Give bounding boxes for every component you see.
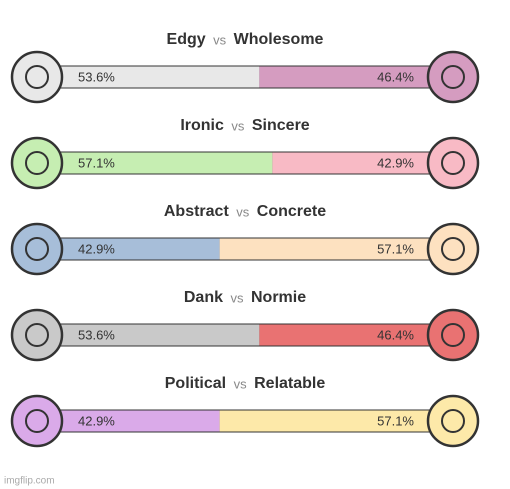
left-icon: [10, 394, 64, 448]
left-value: 53.6%: [78, 69, 115, 84]
right-icon-glyph: [441, 151, 465, 175]
left-icon: [10, 50, 64, 104]
right-icon-glyph: [441, 323, 465, 347]
right-bar: [219, 410, 432, 432]
left-icon-glyph: [25, 151, 49, 175]
left-label: Edgy: [167, 31, 206, 48]
right-label: Relatable: [254, 375, 325, 392]
left-bar: [60, 66, 260, 88]
right-value: 57.1%: [377, 413, 414, 428]
left-value: 53.6%: [78, 327, 115, 342]
right-value: 46.4%: [377, 327, 414, 342]
vs-label: vs: [234, 376, 248, 391]
right-icon: [426, 136, 480, 190]
vs-label: vs: [231, 290, 245, 305]
right-icon-glyph: [441, 409, 465, 433]
left-label: Abstract: [164, 203, 230, 220]
left-icon: [10, 308, 64, 362]
right-bar: [259, 66, 432, 88]
right-bar: [272, 152, 432, 174]
right-value: 57.1%: [377, 241, 414, 256]
right-bar: [259, 324, 432, 346]
left-bar: [60, 410, 220, 432]
right-label: Sincere: [252, 117, 310, 134]
right-label: Wholesome: [234, 31, 324, 48]
left-icon-glyph: [25, 237, 49, 261]
left-icon: [10, 222, 64, 276]
right-icon: [426, 222, 480, 276]
vs-label: vs: [231, 118, 245, 133]
right-value: 42.9%: [377, 155, 414, 170]
left-icon-glyph: [25, 409, 49, 433]
right-icon: [426, 50, 480, 104]
left-value: 42.9%: [78, 241, 115, 256]
right-icon-glyph: [441, 237, 465, 261]
left-icon-glyph: [25, 323, 49, 347]
left-bar: [60, 238, 220, 260]
left-icon: [10, 136, 64, 190]
right-label: Concrete: [257, 203, 326, 220]
left-label: Ironic: [180, 117, 224, 134]
left-value: 42.9%: [78, 413, 115, 428]
left-label: Dank: [184, 289, 223, 306]
vs-label: vs: [236, 204, 250, 219]
right-bar: [219, 238, 432, 260]
left-value: 57.1%: [78, 155, 115, 170]
right-icon-glyph: [441, 65, 465, 89]
watermark: imgflip.com: [4, 476, 55, 487]
right-icon: [426, 394, 480, 448]
left-bar: [60, 324, 260, 346]
right-value: 46.4%: [377, 69, 414, 84]
left-icon-glyph: [25, 65, 49, 89]
left-bar: [60, 152, 273, 174]
left-label: Political: [165, 375, 226, 392]
vs-label: vs: [213, 32, 227, 47]
right-label: Normie: [251, 289, 306, 306]
right-icon: [426, 308, 480, 362]
